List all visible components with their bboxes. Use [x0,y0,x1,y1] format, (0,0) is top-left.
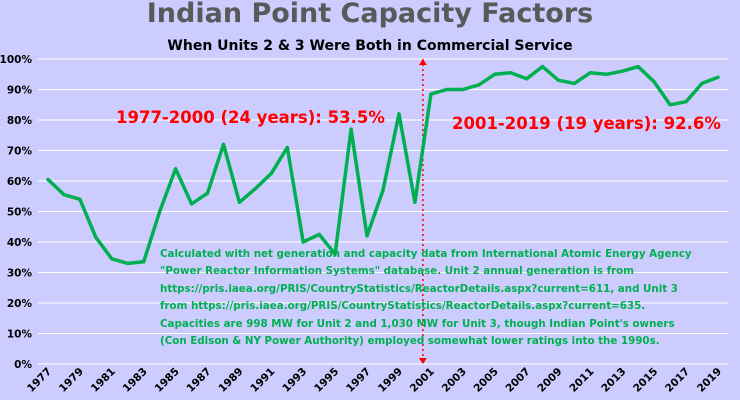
y-tick-label: 60% [7,176,33,188]
data-point [397,112,401,116]
chart-title: Indian Point Capacity Factors [146,0,594,29]
data-point [509,71,513,75]
source-note-line: https://pris.iaea.org/PRIS/CountryStatis… [160,282,678,295]
data-point [221,142,226,146]
y-tick-label: 40% [7,237,33,249]
y-tick-label: 100% [0,54,32,66]
data-point [110,257,114,261]
data-point [540,65,545,69]
x-axis-ticks: 1977 1979 1981 1983 1985 1987 1989 1991 1993 1995… [25,366,724,395]
x-tick-label: 2007 [504,366,533,395]
divider-arrow-top [418,59,427,65]
y-axis-ticks: 0% 10% 20% 30% 40% 50% 60% 70% 80% 90% 100% [0,54,32,371]
data-point [381,188,385,192]
data-point [158,209,162,214]
data-points [46,65,720,265]
source-note: Calculated with net generation and capac… [160,246,735,350]
x-tick-label: 1999 [376,366,405,395]
period1-annotation: 1977-2000 (24 years): 53.5% [116,108,385,127]
x-tick-label: 2001 [408,366,437,395]
x-tick-label: 1985 [153,366,182,395]
data-point [62,193,66,197]
data-point [142,260,146,264]
x-tick-label: 1993 [280,366,309,395]
data-point [588,71,592,75]
data-point [301,240,305,244]
data-point [285,145,289,150]
data-point [253,187,257,191]
x-tick-label: 2019 [695,366,724,395]
data-point [413,200,417,204]
data-point [205,191,210,195]
x-tick-label: 2013 [599,366,628,395]
y-tick-label: 90% [7,85,33,97]
divider-arrow-bottom [418,358,427,364]
x-tick-label: 1997 [344,366,373,395]
data-point [269,171,273,175]
data-point [317,232,321,236]
y-tick-label: 20% [7,298,33,310]
data-point [349,127,353,131]
y-tick-label: 80% [7,115,33,127]
y-tick-label: 70% [7,146,33,158]
period2-annotation: 2001-2019 (19 years): 92.6% [452,114,721,133]
data-point [78,197,82,201]
data-point [493,72,497,76]
data-point [716,75,720,79]
chart-subtitle: When Units 2 & 3 Were Both in Commercial… [167,38,573,54]
source-note-line: "Power Reactor Information Systems" data… [160,265,634,278]
x-tick-label: 1995 [312,366,341,395]
data-point [429,92,433,96]
x-tick-label: 1989 [216,366,245,395]
source-note-line: from https://pris.iaea.org/PRIS/CountryS… [160,300,646,313]
x-tick-label: 2015 [631,366,660,395]
data-point [237,200,242,204]
data-point [46,177,50,182]
capacity-factor-line [46,64,720,266]
y-tick-label: 50% [7,207,33,219]
source-note-line: Capacities are 998 MW for Unit 2 and 1,0… [160,317,675,330]
x-tick-label: 2005 [472,366,501,395]
source-note-line: Calculated with net generation and capac… [160,248,692,260]
data-point [445,87,449,92]
data-point [668,103,672,107]
source-note-line: (Con Edison & NY Power Authority) employ… [160,335,660,348]
x-tick-label: 2003 [440,366,469,395]
x-tick-label: 2011 [567,366,596,395]
data-point [556,78,561,82]
x-tick-label: 1979 [57,366,86,395]
data-point [524,77,529,81]
data-point [620,69,624,73]
data-point [652,80,656,84]
data-point [572,81,577,85]
data-point [333,252,337,256]
x-tick-label: 1991 [248,366,277,395]
x-tick-label: 1981 [89,366,118,395]
data-point [604,72,608,76]
data-point [477,83,481,87]
data-point [174,167,178,171]
gridlines [38,58,728,365]
x-tick-label: 2009 [535,366,564,395]
y-tick-label: 0% [14,359,32,371]
x-tick-label: 2017 [663,366,692,395]
y-tick-label: 30% [7,268,33,280]
data-point [94,235,98,240]
data-point [126,261,130,265]
x-tick-label: 1983 [121,366,150,395]
data-point [461,87,465,92]
data-point [684,100,688,104]
data-point [365,234,369,238]
x-tick-label: 1987 [184,366,213,395]
data-point [636,65,640,69]
y-tick-label: 10% [7,329,33,341]
data-point [189,202,194,206]
data-point [700,81,704,85]
